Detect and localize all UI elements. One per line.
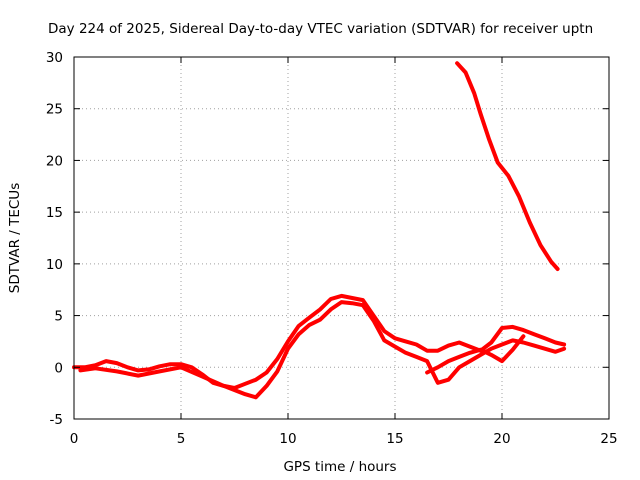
x-tick-label: 20 [493,431,510,447]
series-line-trace-c [425,334,526,375]
plot-frame [73,56,610,420]
series-group [72,61,567,400]
y-tick-label: -5 [50,412,63,428]
y-tick-label: 5 [54,309,63,325]
series-line-trace-b [78,300,567,400]
y-tick-label: 15 [46,205,63,221]
x-tick-label: 10 [279,431,296,447]
y-tick-label: 0 [54,360,63,376]
tick-labels: 0 5 10 15 20 25 -5 0 5 10 15 20 25 30 [46,50,618,447]
y-tick-label: 10 [46,257,63,273]
ticks [73,56,610,420]
y-axis-label: SDTVAR / TECUs [7,183,23,293]
series-line-trace-a [72,293,567,390]
x-tick-label: 0 [70,431,79,447]
x-tick-label: 5 [177,431,186,447]
x-tick-label: 25 [600,431,617,447]
y-tick-label: 20 [46,153,63,169]
y-tick-label: 25 [46,102,63,118]
grid [74,57,609,419]
x-tick-label: 15 [386,431,403,447]
chart-title: Day 224 of 2025, Sidereal Day-to-day VTE… [48,21,593,37]
x-axis-label: GPS time / hours [283,459,396,475]
series-line-trace-d [455,61,560,271]
y-tick-label: 30 [46,50,63,66]
